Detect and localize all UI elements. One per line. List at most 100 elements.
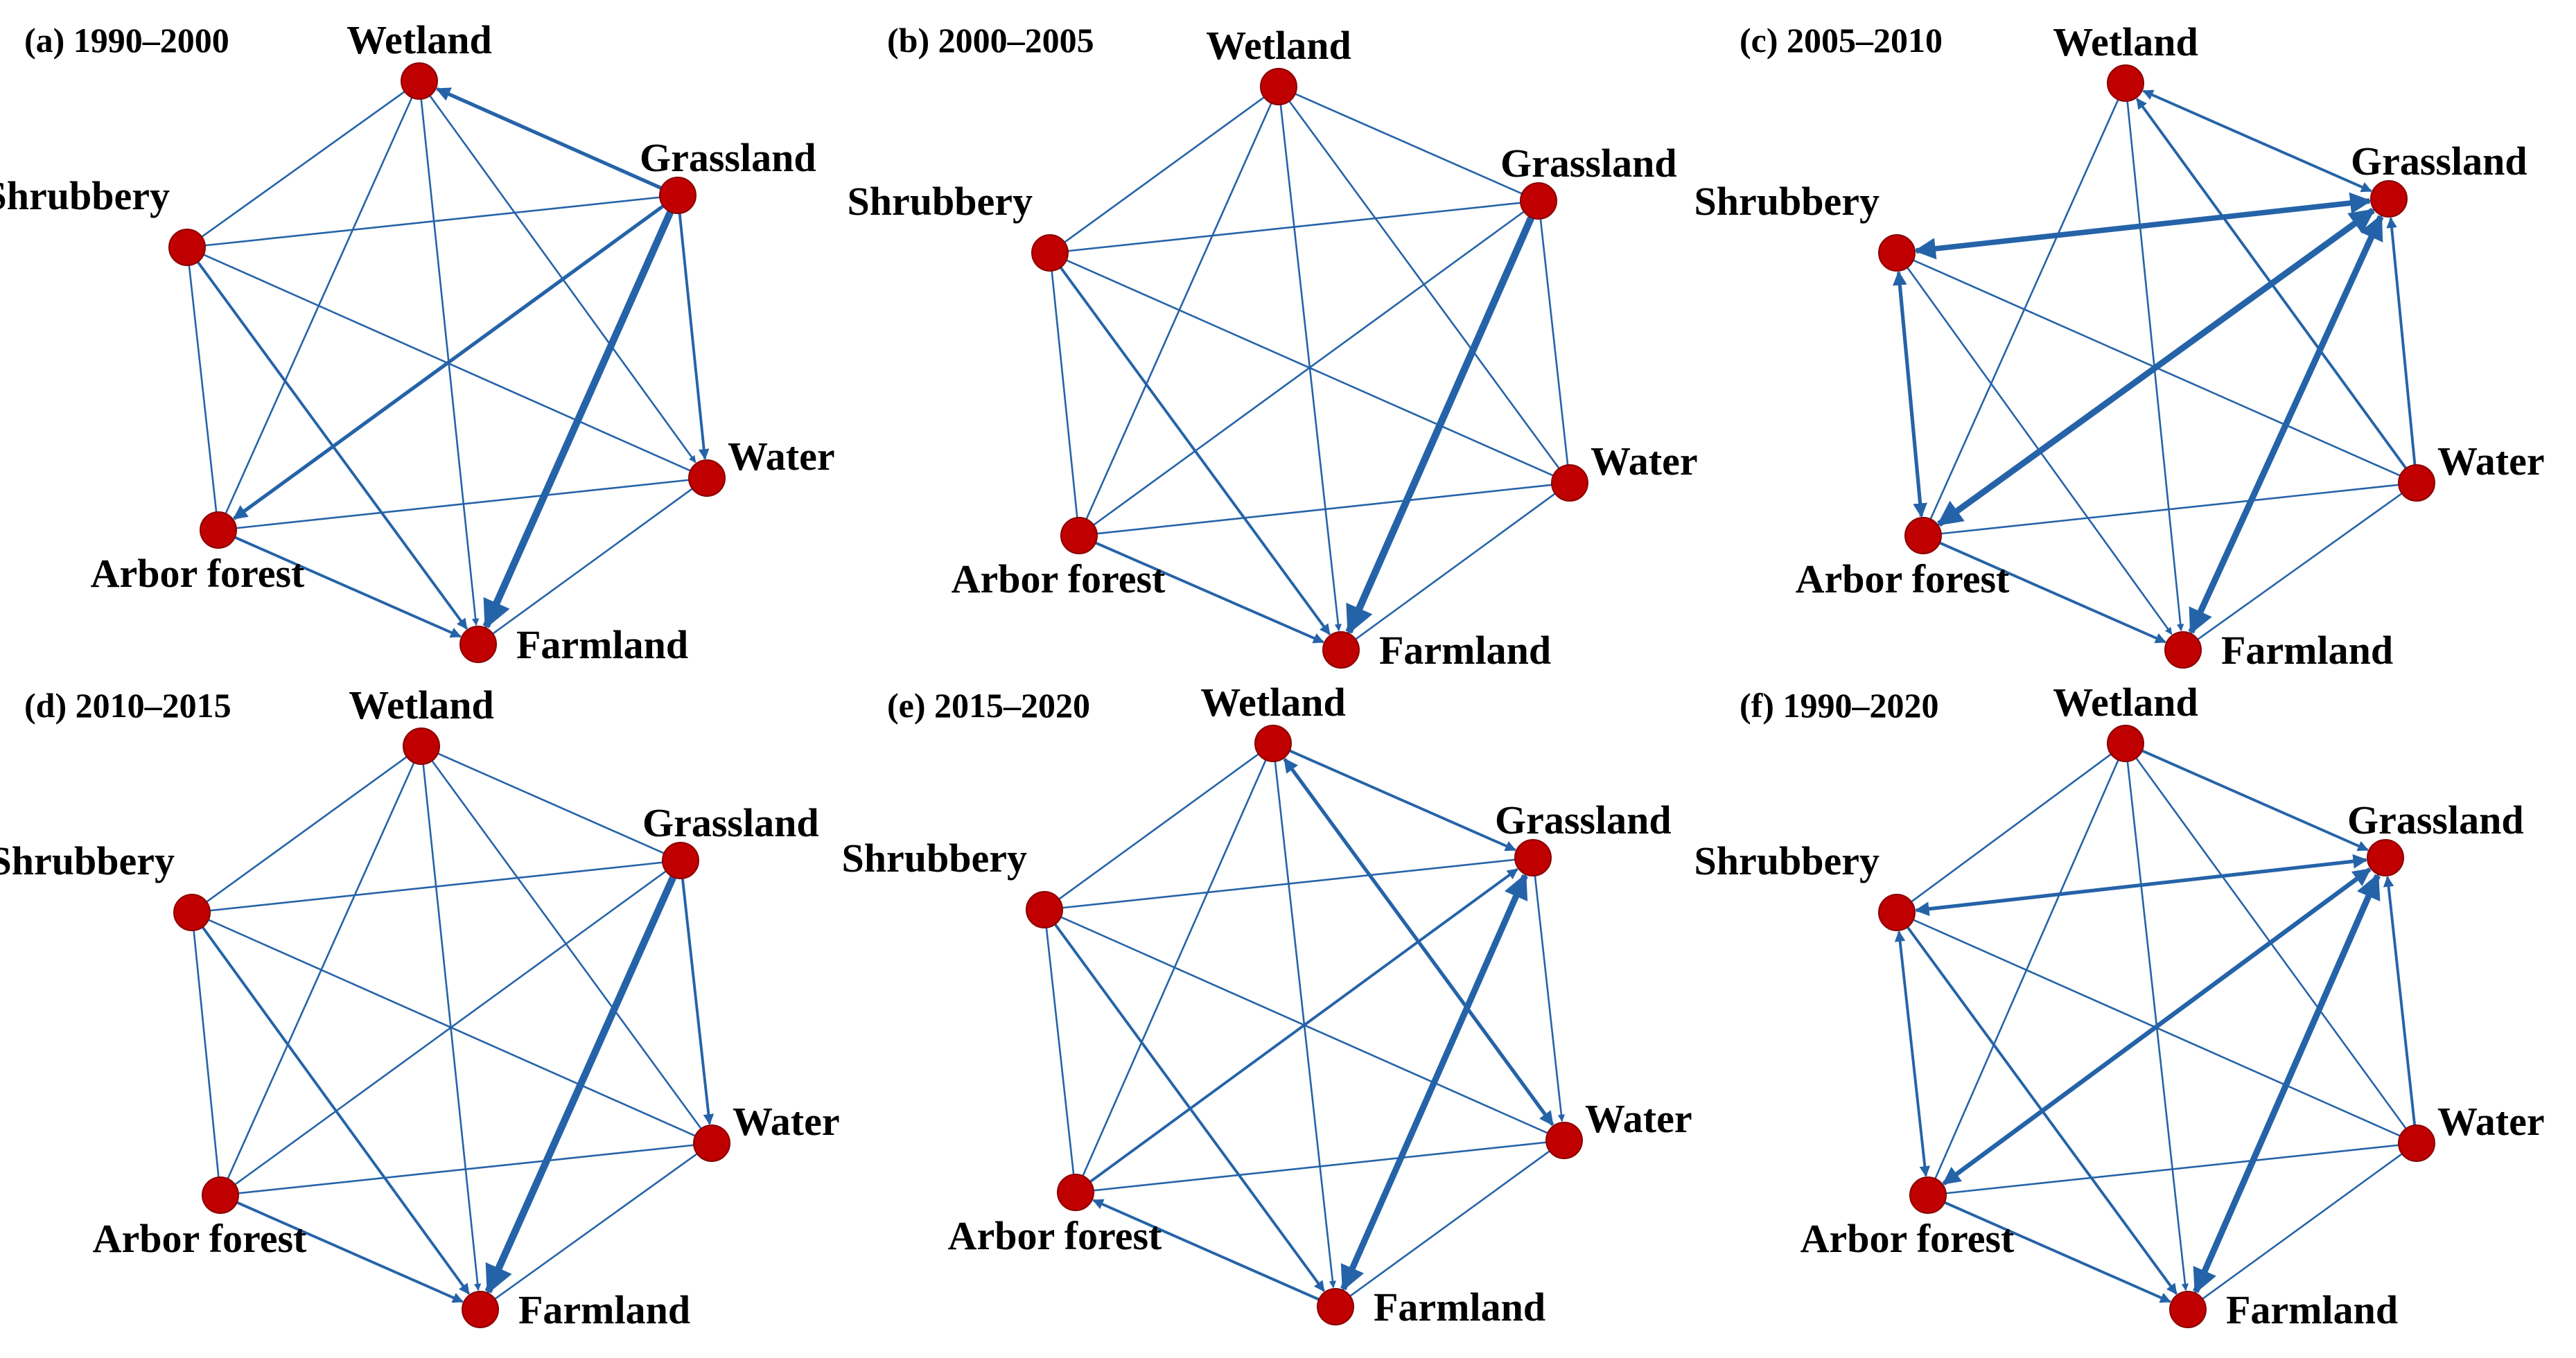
node-label: Farmland	[1374, 1285, 1545, 1330]
flow-edge	[204, 196, 660, 247]
node-label: Shrubbery	[1694, 179, 1880, 224]
flow-edge	[234, 870, 667, 1185]
flow-edge	[1289, 749, 1516, 852]
flow-edge	[1067, 202, 1521, 252]
node-label: Water	[2437, 1099, 2545, 1144]
panel-title: (c) 2005–2010	[1740, 21, 1943, 60]
panel-title: (a) 1990–2000	[24, 21, 229, 60]
flow-edge	[2386, 217, 2417, 466]
flow-edge	[435, 87, 663, 190]
node-label: Water	[728, 434, 835, 479]
land-node	[688, 459, 726, 497]
flow-edge	[209, 861, 663, 912]
flow-edge	[681, 878, 715, 1125]
land-node	[693, 1125, 730, 1162]
node-label: Shrubbery	[841, 836, 1027, 881]
node-label: Water	[1585, 1096, 1692, 1141]
flow-edge	[1913, 919, 2401, 1137]
flow-edge	[1095, 541, 1324, 644]
panel-title: (d) 2010–2015	[24, 686, 231, 725]
node-label: Shrubbery	[847, 179, 1033, 224]
node-label: Water	[733, 1099, 840, 1144]
node-label: Arbor forest	[91, 551, 305, 596]
flow-edge	[196, 261, 468, 630]
flow-edge	[2202, 1153, 2403, 1300]
flow-edge	[494, 1153, 698, 1300]
node-label: Arbor forest	[952, 556, 1166, 601]
flow-edge	[238, 1144, 694, 1194]
land-node	[2370, 180, 2408, 218]
land-node	[459, 626, 497, 663]
flow-edge	[1093, 1141, 1547, 1192]
land-node	[659, 177, 696, 214]
land-node	[1551, 464, 1588, 502]
node-label: Farmland	[2226, 1287, 2398, 1332]
land-node	[2164, 631, 2202, 669]
flow-edge	[1894, 931, 1931, 1177]
land-node	[1057, 1174, 1094, 1211]
node-label: Wetland	[1200, 680, 1346, 725]
land-node	[1904, 517, 1942, 554]
node-label: Arbor forest	[1796, 556, 2010, 601]
node-label: Farmland	[2221, 628, 2393, 673]
flow-edge	[1093, 211, 1525, 526]
land-node	[1031, 234, 1069, 272]
flow-edge	[1096, 484, 1552, 535]
land-node	[1545, 1122, 1583, 1159]
flow-edge	[203, 254, 691, 472]
flow-edge	[2142, 89, 2372, 193]
flow-edge	[437, 752, 665, 854]
flow-edge	[1906, 926, 2178, 1295]
flow-edge	[2193, 873, 2381, 1294]
flow-edge	[1295, 93, 1523, 195]
node-label: Grassland	[640, 135, 816, 180]
node-label: Grassland	[1500, 141, 1677, 186]
network-panel: (e) 2015–2020 Wetland Grassland Water Farmla…	[841, 680, 1692, 1330]
node-label: Grassland	[2347, 797, 2524, 843]
land-node	[1317, 1288, 1354, 1325]
network-panel: (a) 1990–2000 Wetland Grassland Water Farmla…	[0, 17, 835, 667]
land-node	[2107, 64, 2144, 102]
land-node	[2398, 1125, 2435, 1162]
land-node	[2169, 1291, 2207, 1328]
flow-edge	[1911, 753, 2112, 903]
land-node	[403, 728, 440, 765]
flow-edge	[188, 265, 218, 513]
flow-edge	[2126, 761, 2189, 1291]
flow-edge	[1064, 96, 1265, 243]
flow-edge	[429, 95, 696, 464]
panel-title: (b) 2000–2005	[887, 21, 1094, 60]
land-node	[202, 1176, 239, 1214]
node-label: Water	[1591, 439, 1698, 484]
land-node	[462, 1291, 499, 1328]
land-node	[662, 842, 699, 879]
flow-edge	[1913, 192, 2372, 260]
node-label: Grassland	[642, 800, 819, 845]
node-label: Grassland	[2351, 139, 2527, 184]
flow-edge	[1060, 916, 1548, 1134]
node-label: Shrubbery	[1694, 838, 1880, 883]
flow-edge	[1053, 923, 1326, 1292]
land-node	[1909, 1176, 1947, 1214]
node-label: Arbor forest	[93, 1216, 307, 1261]
flow-edge	[2141, 749, 2369, 852]
node-label: Arbor forest	[1800, 1216, 2015, 1261]
flow-edge	[1092, 1199, 1320, 1301]
flow-edge	[193, 930, 220, 1178]
land-node	[2367, 839, 2404, 876]
node-label: Grassland	[1495, 797, 1672, 843]
flow-edge	[201, 91, 405, 238]
flow-edge	[678, 213, 710, 460]
flow-edge	[1062, 858, 1516, 909]
network-panel: (d) 2010–2015 Wetland Grassland Water Farmla…	[0, 682, 840, 1332]
flow-edge	[234, 536, 462, 638]
land-node	[200, 511, 237, 549]
node-label: Shrubbery	[0, 838, 175, 883]
node-label: Arbor forest	[948, 1213, 1162, 1258]
network-panel: (f) 1990–2020 Wetland Grassland Water Farmla…	[1694, 680, 2544, 1332]
flow-edge	[2135, 98, 2408, 470]
node-label: Farmland	[518, 1287, 690, 1332]
flow-edge	[1539, 218, 1569, 466]
land-node	[1878, 234, 1916, 272]
land-node	[1060, 517, 1098, 554]
